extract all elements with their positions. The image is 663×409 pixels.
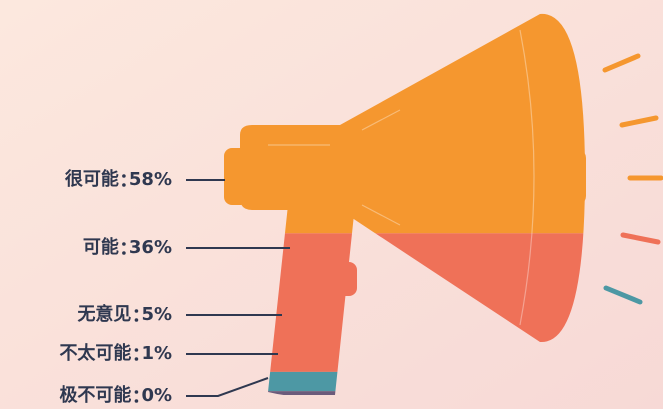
- category-label: 无意见: [77, 303, 131, 325]
- colon-dot: [122, 251, 126, 255]
- value-label: 1%: [141, 343, 172, 364]
- category-label: 很可能: [65, 168, 119, 190]
- colon-dot: [122, 174, 126, 178]
- colon-dot: [134, 390, 139, 394]
- colon-dot: [134, 348, 139, 352]
- colon-dot: [134, 357, 139, 361]
- category-label: 可能: [83, 236, 119, 258]
- leader-line: [186, 377, 269, 397]
- colon-dot: [122, 242, 126, 246]
- category-label: 不太可能: [59, 342, 131, 364]
- value-label: 58%: [129, 169, 172, 190]
- colon-dot: [134, 399, 139, 403]
- value-label: 5%: [141, 304, 172, 325]
- category-label: 极不可能: [59, 384, 131, 406]
- value-label: 36%: [129, 237, 172, 258]
- rays: [602, 53, 663, 305]
- megaphone-outline: [268, 29, 535, 326]
- colon-dot: [134, 318, 139, 322]
- labels: 58% 很可能 36% 可能 5% 无意见 1% 不太可能 0% 极不可能: [59, 168, 290, 406]
- colon-dot: [134, 309, 139, 313]
- colon-dot: [122, 183, 126, 187]
- value-label: 0%: [141, 385, 172, 406]
